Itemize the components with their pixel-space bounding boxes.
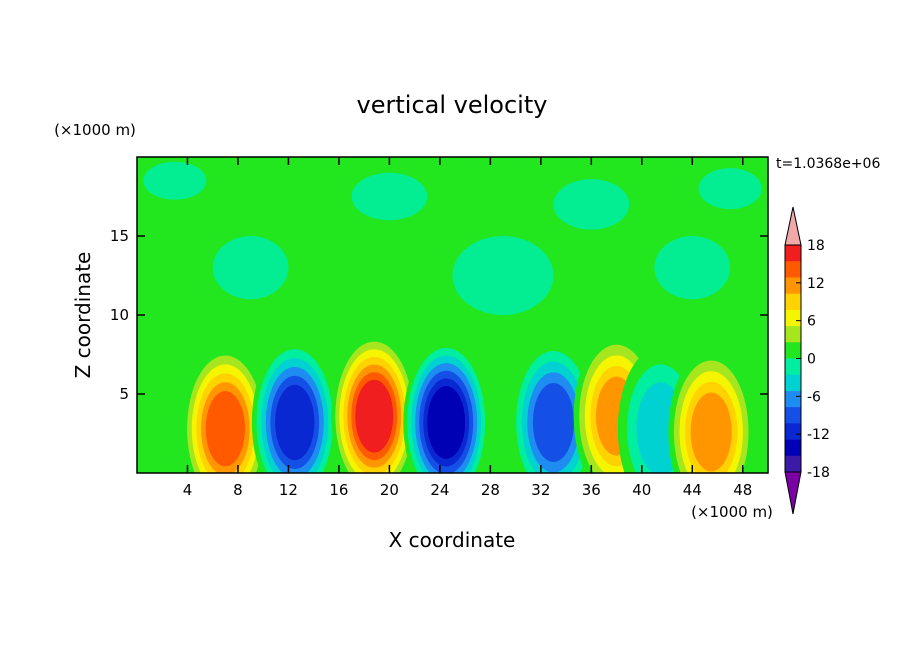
colorbar-tick-label: 12 (807, 276, 825, 292)
colorbar-band (785, 390, 801, 408)
contour-level (275, 384, 315, 461)
x-tick-label: 48 (733, 481, 752, 499)
colorbar-band (785, 358, 801, 376)
colorbar-band (785, 277, 801, 294)
x-tick-label: 8 (233, 481, 243, 499)
colorbar: 18 12 6 0 -6 -12 -18 (784, 206, 830, 515)
contour-level (690, 392, 732, 472)
colorbar-band (785, 261, 801, 278)
time-label: t=1.0368e+06 (776, 156, 880, 172)
x-tick-label: 28 (481, 481, 500, 499)
weak-patch (452, 236, 554, 315)
colorbar-band (785, 293, 801, 311)
x-unit-label: (×1000 m) (691, 503, 773, 521)
x-tick-label: 44 (683, 481, 702, 499)
colorbar-band (785, 245, 801, 262)
x-tick-label: 16 (329, 481, 348, 499)
colorbar-bottom-arrow (784, 471, 802, 515)
y-tick-label: 15 (110, 227, 129, 245)
colorbar-band (785, 374, 801, 392)
weak-patch (351, 172, 428, 221)
contour-level (355, 379, 394, 453)
colorbar-band (785, 407, 801, 424)
y-axis: 5 10 15 (110, 227, 768, 403)
y-unit-label: (×1000 m) (54, 121, 136, 139)
weak-patch (654, 236, 731, 300)
colorbar-band (785, 439, 801, 457)
contour-field (137, 157, 768, 473)
x-axis: 4 8 12 16 20 24 28 32 36 40 44 48 (183, 157, 752, 499)
x-tick-label: 36 (582, 481, 601, 499)
colorbar-tick-label: -12 (807, 427, 830, 443)
colorbar-band (785, 423, 801, 440)
x-tick-label: 40 (632, 481, 651, 499)
weak-patch (698, 168, 762, 210)
weak-patch (212, 236, 289, 300)
colorbar-tick-label: -6 (807, 389, 821, 405)
y-axis-label: Z coordinate (71, 252, 95, 379)
colorbar-tick-label: -18 (807, 465, 830, 481)
x-tick-label: 32 (531, 481, 550, 499)
x-tick-label: 20 (380, 481, 399, 499)
colorbar-tick-label: 0 (807, 352, 816, 368)
colorbar-tick-label: 18 (807, 238, 825, 254)
x-axis-label: X coordinate (389, 528, 516, 552)
colorbar-top-arrow (784, 206, 802, 246)
y-tick-label: 5 (119, 385, 129, 403)
y-tick-label: 10 (110, 306, 129, 324)
colorbar-tick-label: 6 (807, 314, 816, 330)
contour-level (205, 391, 246, 467)
colorbar-band (785, 455, 801, 473)
contour-level (427, 386, 466, 459)
chart-title: vertical velocity (357, 91, 548, 119)
contour-level (532, 383, 575, 462)
colorbar-band (785, 309, 801, 327)
x-tick-label: 24 (430, 481, 449, 499)
weak-patch (553, 179, 630, 230)
colorbar-band (785, 326, 801, 343)
x-tick-label: 12 (279, 481, 298, 499)
x-tick-label: 4 (183, 481, 193, 499)
colorbar-band (785, 342, 801, 359)
weak-patch (143, 161, 207, 200)
